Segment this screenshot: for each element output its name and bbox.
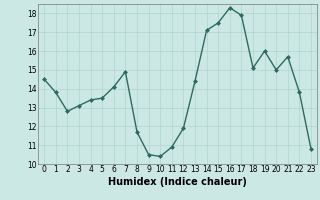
X-axis label: Humidex (Indice chaleur): Humidex (Indice chaleur) [108,177,247,187]
